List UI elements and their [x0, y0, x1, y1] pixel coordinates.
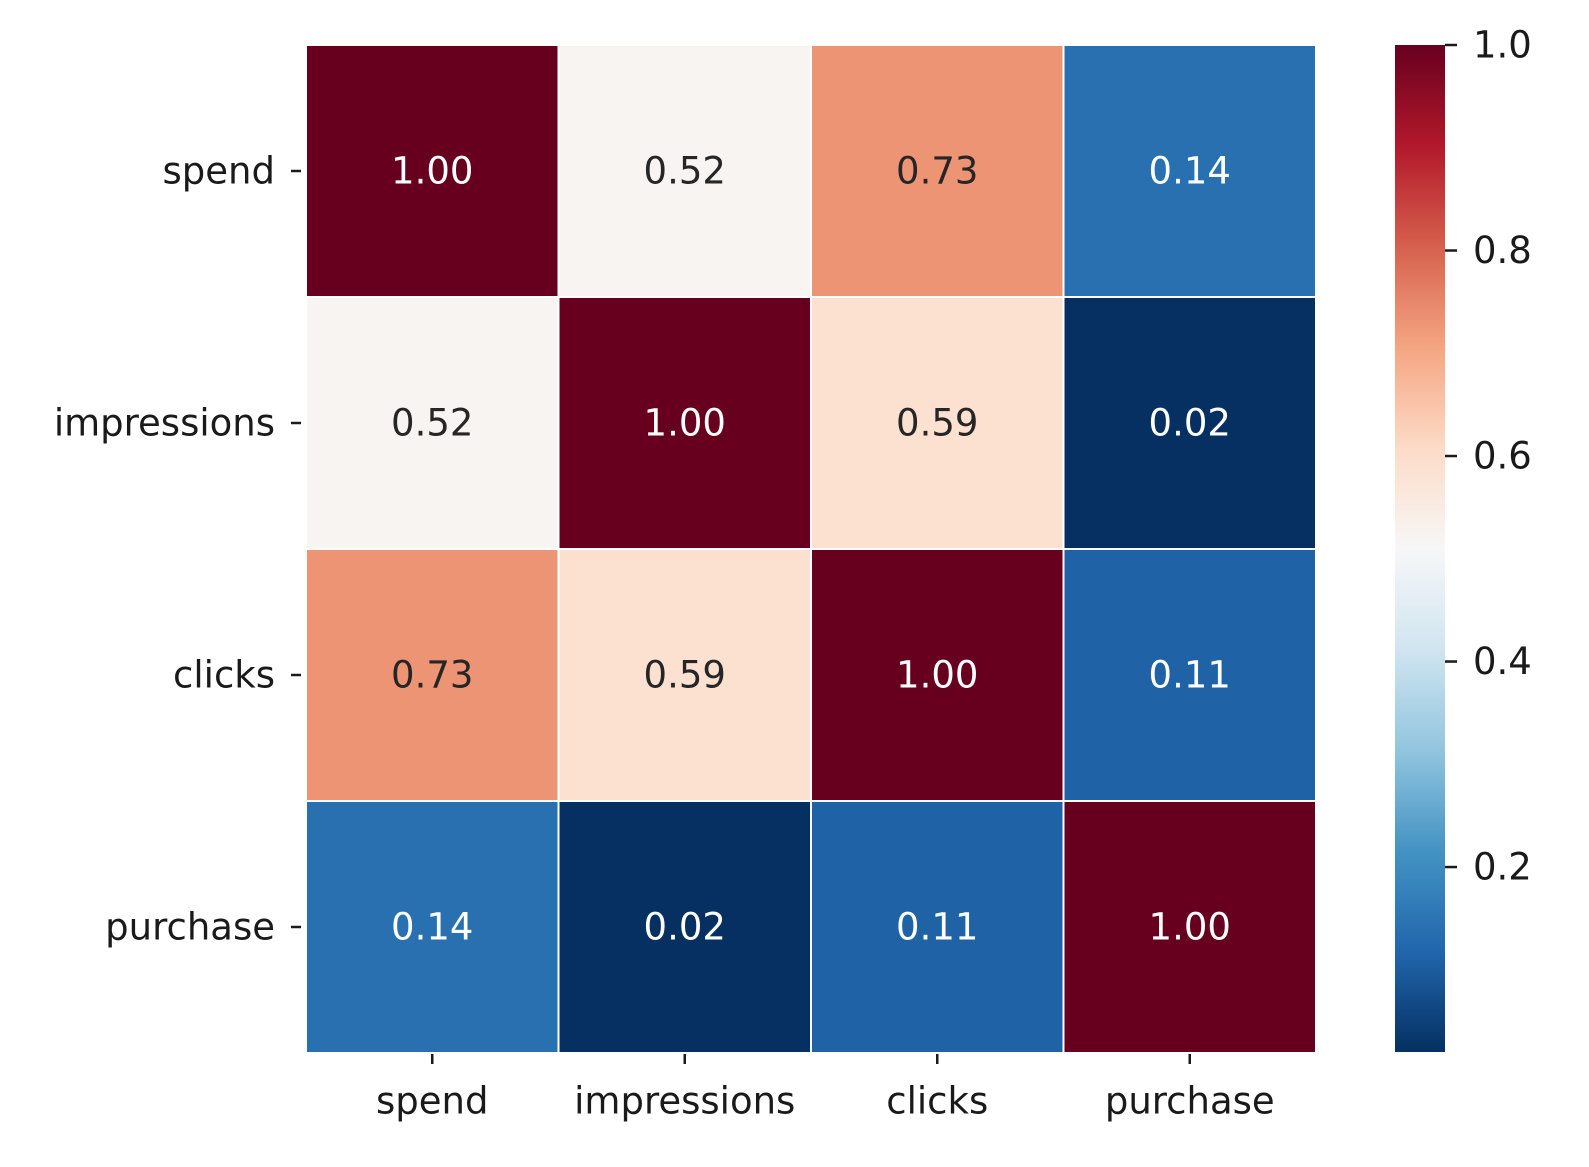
colorbar-gradient: [1395, 45, 1445, 1052]
cell-value-clicks-spend: 0.73: [391, 654, 473, 697]
cell-value-clicks-impressions: 0.59: [644, 654, 726, 697]
x-tick-label-clicks: clicks: [886, 1080, 988, 1123]
x-tick-label-spend: spend: [376, 1080, 488, 1123]
cell-value-spend-spend: 1.00: [391, 150, 473, 193]
cell-value-impressions-purchase: 0.02: [1149, 402, 1231, 445]
cell-value-impressions-impressions: 1.00: [644, 402, 726, 445]
heatmap-cell-impressions-spend: [305, 296, 560, 550]
heatmap-cell-purchase-purchase: [1062, 800, 1317, 1054]
heatmap-cell-spend-spend: [305, 44, 560, 298]
y-axis: spend impressions clicks purchase: [54, 150, 301, 949]
x-tick-label-impressions: impressions: [574, 1080, 795, 1123]
cell-value-purchase-impressions: 0.02: [644, 906, 726, 949]
heatmap-cell-clicks-impressions: [557, 548, 812, 802]
colorbar-tick-label-0.4: 0.4: [1473, 640, 1532, 683]
heatmap-cell-purchase-spend: [305, 800, 560, 1054]
heatmap-cell-purchase-clicks: [810, 800, 1065, 1054]
cell-value-impressions-clicks: 0.59: [896, 402, 978, 445]
y-tick-label-purchase: purchase: [105, 906, 275, 949]
colorbar-tick-label-0.2: 0.2: [1473, 846, 1532, 889]
cell-value-purchase-purchase: 1.00: [1149, 906, 1231, 949]
y-tick-label-impressions: impressions: [54, 402, 275, 445]
heatmap-cell-spend-purchase: [1062, 44, 1317, 298]
heatmap-cell-impressions-impressions: [557, 296, 812, 550]
y-tick-label-spend: spend: [163, 150, 275, 193]
cell-value-purchase-clicks: 0.11: [896, 906, 978, 949]
cell-value-spend-purchase: 0.14: [1149, 150, 1231, 193]
heatmap-cell-clicks-purchase: [1062, 548, 1317, 802]
colorbar: 0.2 0.4 0.6 0.8 1.0: [1395, 24, 1532, 1052]
x-tick-label-purchase: purchase: [1105, 1080, 1275, 1123]
cell-value-clicks-clicks: 1.00: [896, 654, 978, 697]
heatmap-cell-purchase-impressions: [557, 800, 812, 1054]
x-axis: spend impressions clicks purchase: [376, 1054, 1275, 1123]
heatmap-cells: [305, 44, 1317, 1054]
heatmap-cell-spend-clicks: [810, 44, 1065, 298]
cell-value-clicks-purchase: 0.11: [1149, 654, 1231, 697]
cell-value-spend-clicks: 0.73: [896, 150, 978, 193]
cell-value-spend-impressions: 0.52: [644, 150, 726, 193]
cell-value-impressions-spend: 0.52: [391, 402, 473, 445]
heatmap-cell-impressions-purchase: [1062, 296, 1317, 550]
colorbar-tick-label-0.6: 0.6: [1473, 435, 1532, 478]
heatmap-cell-spend-impressions: [557, 44, 812, 298]
colorbar-tick-label-0.8: 0.8: [1473, 229, 1532, 272]
colorbar-tick-label-1.0: 1.0: [1473, 24, 1532, 67]
cell-value-purchase-spend: 0.14: [391, 906, 473, 949]
y-tick-label-clicks: clicks: [173, 654, 275, 697]
heatmap-cell-labels: 1.00 0.52 0.73 0.14 0.52 1.00 0.59 0.02 0.73 0.59…: [391, 150, 1231, 949]
